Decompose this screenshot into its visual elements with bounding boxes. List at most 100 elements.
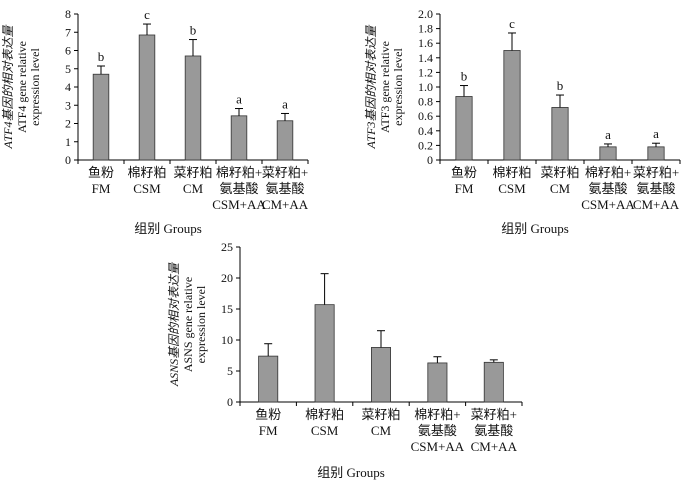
category-label-zh: 棉籽粕 <box>492 165 531 180</box>
y-tick-label: 10 <box>221 333 233 347</box>
category-label-zh: 氨基酸 <box>474 423 513 438</box>
y-tick-label: 7 <box>65 25 71 39</box>
category-label-zh: 鱼粉 <box>88 165 114 180</box>
category-label-zh: 氨基酸 <box>418 423 457 438</box>
category-label-zh: 鱼粉 <box>451 165 477 180</box>
y-tick-label: 20 <box>221 271 233 285</box>
category-label-zh: 菜籽粕 <box>540 165 579 180</box>
y-tick-label: 0 <box>227 395 233 409</box>
category-label-en: CM <box>371 423 392 438</box>
y-tick-label: 5 <box>227 364 233 378</box>
bar <box>483 361 504 403</box>
y-tick-label: 1.8 <box>418 22 433 36</box>
x-axis-title: 组别 Groups <box>134 221 202 236</box>
y-axis-title-line: ATF3基因的相对表达量 <box>364 25 378 150</box>
y-tick-label: 4 <box>65 80 71 94</box>
x-axis-title: 组别 Groups <box>317 465 385 480</box>
category-label-en: CSM+AA <box>411 439 465 454</box>
y-tick-label: 1 <box>65 135 71 149</box>
y-axis-title-line: expression level <box>194 285 208 363</box>
bar <box>314 304 335 403</box>
category-label-en: CM+AA <box>471 439 518 454</box>
y-axis-title-line: expression level <box>391 48 405 126</box>
x-axis-title: 组别 Groups <box>501 221 569 236</box>
y-tick-label: 2.0 <box>418 7 433 21</box>
category-label-zh: 棉籽粕 <box>127 165 166 180</box>
y-tick-label: 5 <box>65 62 71 76</box>
y-tick-label: 0.4 <box>418 124 433 138</box>
category-label-zh: 菜籽粕+ <box>633 165 679 180</box>
category-label-en: CM <box>550 181 571 196</box>
category-label-zh: 鱼粉 <box>255 407 281 422</box>
y-axis-title-line: expression level <box>28 48 42 126</box>
category-label-zh: 氨基酸 <box>265 181 304 196</box>
significance-letter: b <box>190 23 197 38</box>
category-label-zh: 氨基酸 <box>219 181 258 196</box>
bar <box>427 362 448 403</box>
bar <box>647 146 665 161</box>
y-tick-label: 1.4 <box>418 51 433 65</box>
category-label-en: CM <box>183 181 204 196</box>
bar <box>276 120 294 161</box>
bar <box>184 55 202 161</box>
y-tick-label: 8 <box>65 7 71 21</box>
y-tick-label: 6 <box>65 44 71 58</box>
y-tick-label: 0.2 <box>418 138 433 152</box>
y-tick-label: 0.8 <box>418 95 433 109</box>
y-axis-title-line: ASNS gene relative <box>181 277 195 372</box>
significance-letter: b <box>461 69 468 84</box>
bar <box>138 34 156 161</box>
category-label-zh: 菜籽粕+ <box>262 165 308 180</box>
significance-letter: a <box>653 126 659 141</box>
category-label-zh: 棉籽粕+ <box>585 165 631 180</box>
y-axis-title-line: ASNS基因的相对表达量 <box>167 262 181 387</box>
y-tick-label: 2 <box>65 117 71 131</box>
significance-letter: a <box>236 92 242 107</box>
bar <box>599 146 617 161</box>
significance-letter: a <box>282 96 288 111</box>
category-label-zh: 棉籽粕+ <box>216 165 262 180</box>
y-tick-label: 0 <box>65 153 71 167</box>
bar <box>371 347 391 403</box>
category-label-zh: 氨基酸 <box>636 181 675 196</box>
bar <box>230 115 248 161</box>
y-tick-label: 1.0 <box>418 80 433 94</box>
category-label-en: CM+AA <box>262 197 309 212</box>
significance-letter: b <box>98 49 105 64</box>
category-label-zh: 菜籽粕 <box>361 407 400 422</box>
category-label-zh: 棉籽粕 <box>305 407 344 422</box>
y-tick-label: 1.6 <box>418 36 433 50</box>
y-tick-label: 25 <box>221 240 233 254</box>
category-label-zh: 菜籽粕 <box>173 165 212 180</box>
significance-letter: c <box>509 16 515 31</box>
category-label-en: FM <box>259 423 278 438</box>
bar <box>455 96 473 161</box>
y-tick-label: 3 <box>65 98 71 112</box>
y-axis-title-line: ATF4基因的相对表达量 <box>1 25 15 150</box>
bar <box>503 50 521 161</box>
category-label-zh: 氨基酸 <box>588 181 627 196</box>
category-label-en: CSM <box>498 181 526 196</box>
y-tick-label: 0.6 <box>418 109 433 123</box>
bar <box>551 107 569 161</box>
y-tick-label: 1.2 <box>418 65 433 79</box>
category-label-en: FM <box>92 181 111 196</box>
category-label-en: CM+AA <box>633 197 680 212</box>
category-label-en: CSM+AA <box>212 197 266 212</box>
bar <box>258 355 279 403</box>
y-axis-title-line: ATF4 gene relative <box>15 41 29 133</box>
category-label-zh: 棉籽粕+ <box>414 407 460 422</box>
y-axis-title-line: ATF3 gene relative <box>378 41 392 133</box>
y-tick-label: 0 <box>427 153 433 167</box>
category-label-en: CSM <box>311 423 339 438</box>
category-label-zh: 菜籽粕+ <box>471 407 517 422</box>
category-label-en: FM <box>455 181 474 196</box>
y-tick-label: 15 <box>221 302 233 316</box>
chart-asns: 0510152025鱼粉FM棉籽粕CSM菜籽粕CM棉籽粕+氨基酸CSM+AA菜籽… <box>167 240 523 480</box>
significance-letter: c <box>144 7 150 22</box>
category-label-en: CSM+AA <box>581 197 635 212</box>
significance-letter: a <box>605 127 611 142</box>
